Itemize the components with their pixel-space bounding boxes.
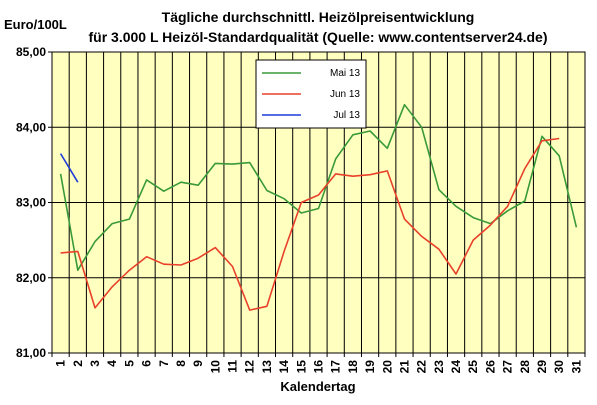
x-tick-label: 4 [105, 360, 119, 367]
x-tick-label: 7 [157, 360, 171, 367]
x-axis-title: Kalendertag [280, 379, 355, 394]
x-tick-label: 26 [483, 360, 497, 374]
x-tick-label: 11 [226, 360, 240, 373]
y-axis: 81,00 82,00 83,00 84,00 85,00 [16, 45, 52, 360]
x-tick-label: 10 [208, 360, 222, 374]
y-tick-label: 82,00 [16, 271, 46, 285]
x-tick-label: 6 [140, 360, 154, 367]
legend-label-jul-13: Jul 13 [333, 110, 360, 121]
x-tick-label: 29 [535, 360, 549, 374]
x-tick-label: 12 [243, 360, 257, 374]
x-tick-label: 20 [380, 360, 394, 374]
series-line-mai-13 [59, 103, 578, 272]
x-tick-label: 5 [122, 360, 136, 367]
x-tick-label: 22 [415, 360, 429, 374]
series-group [59, 103, 578, 311]
x-tick-label: 31 [569, 360, 583, 374]
series-line-jul-13 [59, 153, 79, 183]
x-tick-label: 16 [312, 360, 326, 374]
x-tick-label: 24 [449, 360, 463, 374]
x-tick-label: 28 [518, 360, 532, 374]
legend-label-jun-13: Jun 13 [330, 89, 360, 100]
y-axis-unit-label: Euro/100L [4, 17, 67, 32]
legend-label-mai-13: Mai 13 [330, 68, 360, 79]
x-tick-label: 13 [260, 360, 274, 374]
x-tick-label: 27 [501, 360, 515, 374]
x-tick-label: 21 [397, 360, 411, 374]
x-tick-label: 25 [466, 360, 480, 374]
legend: Mai 13 Jun 13 Jul 13 [255, 59, 367, 129]
x-tick-label: 17 [329, 360, 343, 374]
x-tick-label: 23 [432, 360, 446, 374]
x-tick-label: 9 [191, 360, 205, 367]
y-tick-label: 85,00 [16, 45, 46, 59]
x-tick-label: 15 [294, 360, 308, 374]
series-line-jun-13 [60, 137, 560, 311]
x-tick-label: 30 [552, 360, 566, 374]
chart-subtitle: für 3.000 L Heizöl-Standardqualität (Que… [89, 29, 548, 45]
x-axis: 1 2 3 4 5 6 7 8 9 10 11 12 13 14 15 16 17 18 19 20 21 22 23 24 2… [51, 353, 586, 374]
x-tick-label: 2 [71, 360, 85, 367]
y-tick-label: 81,00 [16, 346, 46, 360]
x-tick-label: 18 [346, 360, 360, 374]
x-tick-label: 8 [174, 360, 188, 367]
y-tick-label: 84,00 [16, 120, 46, 134]
y-tick-label: 83,00 [16, 196, 46, 210]
x-tick-label: 3 [88, 360, 102, 367]
x-tick-label: 14 [277, 360, 291, 374]
x-tick-label: 1 [54, 360, 68, 367]
x-tick-label: 19 [363, 360, 377, 374]
chart-title: Tägliche durchschnittl. Heizölpreisentwi… [162, 9, 475, 25]
